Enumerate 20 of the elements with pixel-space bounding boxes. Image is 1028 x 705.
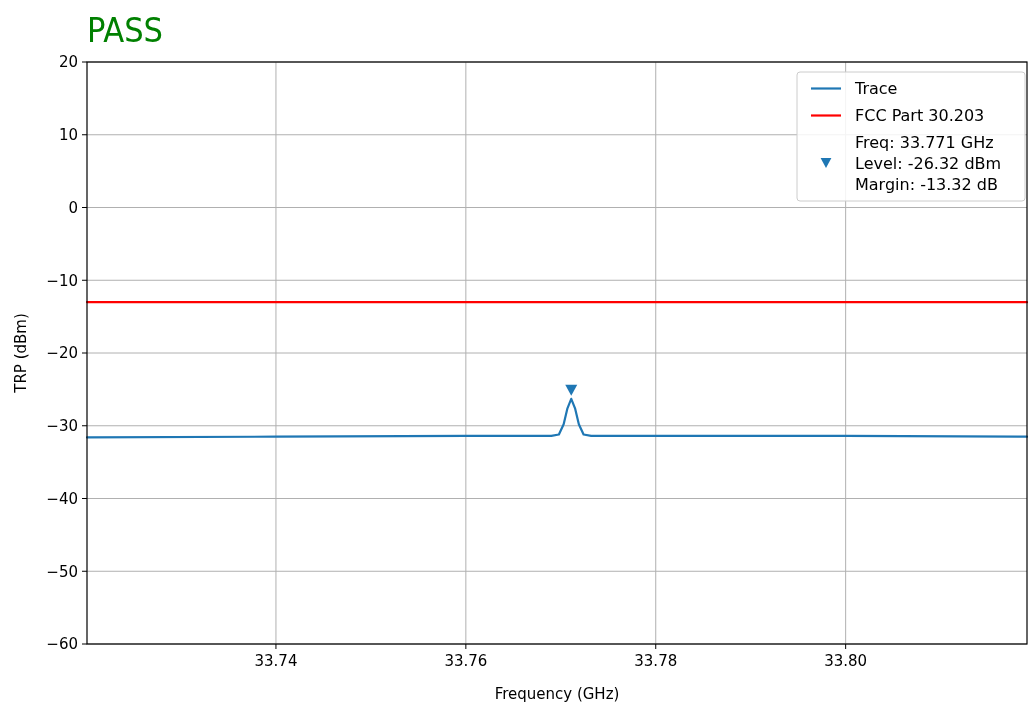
legend-label: FCC Part 30.203 bbox=[855, 106, 985, 125]
y-tick-label: −30 bbox=[46, 417, 78, 435]
y-tick-label: 20 bbox=[58, 53, 78, 72]
x-axis-title: Frequency (GHz) bbox=[494, 685, 620, 703]
x-tick-label: 33.80 bbox=[824, 652, 868, 670]
y-tick-label: −50 bbox=[46, 562, 78, 581]
line-series bbox=[85, 397, 1028, 439]
x-tick-label: 33.78 bbox=[634, 652, 678, 670]
y-tick-label: −60 bbox=[46, 635, 78, 654]
y-tick-label: −20 bbox=[46, 344, 78, 363]
x-tick-label: 33.74 bbox=[254, 652, 298, 670]
y-tick-label: −10 bbox=[46, 271, 78, 290]
y-tick-label: 10 bbox=[58, 126, 78, 144]
y-tick-label: 0 bbox=[68, 198, 78, 217]
y-axis-title: TRP (dBm) bbox=[12, 313, 30, 394]
legend-label: Trace bbox=[854, 79, 898, 98]
legend-label: Freq: 33.771 GHz Level: -26.32 dBm Margin: -13.32 dB bbox=[855, 133, 1002, 194]
y-tick-label: −40 bbox=[46, 489, 78, 508]
chart-title: PASS bbox=[87, 10, 164, 50]
x-tick-label: 33.76 bbox=[444, 652, 488, 670]
